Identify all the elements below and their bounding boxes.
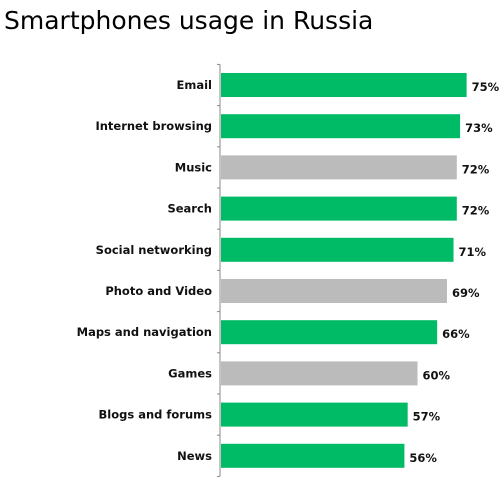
category-label: Maps and navigation bbox=[77, 325, 212, 339]
bar bbox=[221, 443, 405, 468]
value-label: 69% bbox=[452, 286, 480, 300]
category-label: Games bbox=[168, 366, 212, 380]
category-label: Social networking bbox=[96, 243, 212, 257]
category-label: News bbox=[177, 449, 212, 463]
bar bbox=[221, 196, 457, 221]
bar bbox=[221, 73, 467, 97]
value-label: 72% bbox=[462, 162, 490, 176]
category-label: Email bbox=[177, 78, 212, 92]
category-label: Music bbox=[175, 160, 212, 174]
value-label: 66% bbox=[442, 327, 470, 341]
value-label: 57% bbox=[413, 410, 441, 424]
value-label: 73% bbox=[465, 121, 493, 135]
bar bbox=[221, 114, 461, 139]
category-label: Search bbox=[167, 202, 212, 216]
bar bbox=[221, 237, 454, 262]
bar bbox=[221, 402, 408, 427]
category-label: Internet browsing bbox=[95, 119, 212, 133]
value-label: 75% bbox=[472, 80, 500, 94]
value-label: 60% bbox=[423, 368, 451, 382]
value-label: 72% bbox=[462, 204, 490, 218]
value-label: 71% bbox=[459, 245, 487, 259]
category-label: Photo and Video bbox=[105, 284, 212, 298]
bar bbox=[221, 279, 447, 303]
chart-title: Smartphones usage in Russia bbox=[4, 6, 374, 35]
value-label: 56% bbox=[409, 451, 437, 465]
category-label: Blogs and forums bbox=[99, 408, 213, 422]
bar bbox=[221, 320, 438, 345]
bar bbox=[221, 155, 457, 180]
bar bbox=[221, 361, 418, 386]
